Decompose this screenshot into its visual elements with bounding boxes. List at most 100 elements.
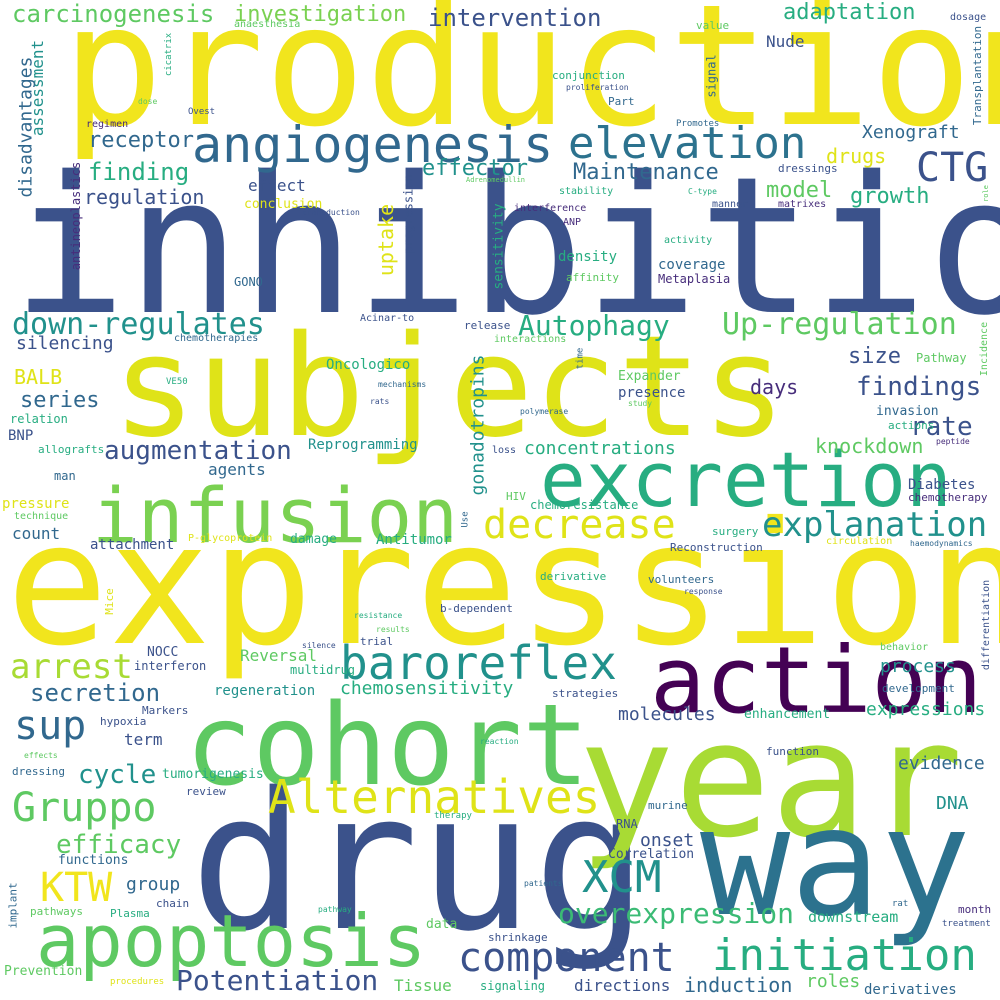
word: apoptosis [36, 899, 427, 983]
word: regimen [86, 119, 129, 130]
word: elevation [568, 118, 807, 169]
word: behavior [880, 642, 929, 653]
word: way [700, 776, 971, 950]
word: allografts [38, 443, 105, 456]
word: pathways [30, 905, 83, 918]
word: Promotes [676, 119, 720, 129]
word: interference [514, 203, 587, 214]
word: angiogenesis [192, 116, 554, 174]
word: function [766, 745, 819, 758]
word: Mice [102, 588, 116, 615]
word: functions [58, 853, 129, 868]
word: relation [10, 412, 68, 426]
word: dressing [12, 765, 65, 778]
word: efficacy [56, 830, 182, 860]
word: Maintenance [573, 160, 719, 185]
word: enhancement [744, 707, 831, 722]
word: man [54, 469, 76, 483]
word: effect [248, 176, 306, 195]
word: cicatrix [164, 32, 175, 77]
word: Incidence [979, 321, 991, 377]
word: chemosensitivity [340, 678, 514, 699]
word: coverage [658, 257, 726, 273]
word: anaesthesia [234, 19, 301, 30]
word: development [882, 682, 955, 695]
word: month [958, 903, 992, 916]
word: Metaplasia [658, 272, 731, 286]
word: study [628, 399, 653, 408]
word: GONO [234, 275, 263, 289]
word: drugs [826, 144, 887, 168]
word: roles [806, 971, 861, 992]
word: excretion [540, 435, 952, 524]
word: BNP [8, 428, 34, 444]
word: P-glycoprotein [188, 533, 273, 544]
word: Autophagy [518, 309, 670, 342]
word: tumorigenesis [162, 767, 264, 782]
word: term [124, 730, 163, 749]
word: HIV [506, 490, 526, 503]
word: surgery [712, 525, 759, 538]
word: implant [6, 882, 20, 929]
word: adaptation [783, 0, 916, 25]
word: agents [208, 460, 266, 479]
word: expression [6, 486, 1000, 684]
word: conclusion [244, 197, 323, 212]
word: interactions [494, 334, 567, 345]
word: affinity [566, 271, 619, 284]
word: onset [640, 830, 695, 851]
word: chemotherapy [908, 491, 988, 504]
word: receptor [88, 128, 194, 153]
word: peptide [936, 437, 970, 446]
word: sensitivity [491, 203, 507, 290]
word: signaling [480, 979, 546, 993]
word: cohort [185, 681, 590, 811]
word: count [12, 524, 61, 543]
word: C-type [688, 187, 717, 196]
word: component [458, 935, 675, 981]
word: Transplantation [971, 25, 985, 126]
word: matrixes [778, 199, 827, 210]
word: action [650, 627, 983, 734]
word: initiation [712, 930, 977, 981]
word: findings [856, 372, 982, 402]
word: procedures [110, 977, 165, 987]
word: effects [24, 751, 58, 760]
word: KTW [40, 865, 113, 911]
word: Expander [618, 369, 681, 384]
word: arrest [10, 647, 133, 687]
word: differentiation [981, 579, 993, 671]
word: Up-regulation [722, 307, 957, 342]
word: progression [401, 174, 416, 254]
word: overexpression [558, 897, 795, 930]
word: Nude [766, 32, 805, 51]
word: Diabetes [908, 477, 976, 493]
word: Xenograft [862, 122, 960, 143]
word: signal [704, 54, 719, 98]
word: cycle [78, 760, 157, 790]
word: Adrenomedullin [466, 176, 526, 184]
word: response [684, 587, 723, 596]
word: sup [14, 703, 87, 749]
word: Tissue [394, 976, 452, 995]
word: decrease [483, 502, 676, 548]
word: Reprogramming [308, 437, 418, 453]
word: chemoresistance [530, 498, 639, 512]
word: time [575, 347, 586, 370]
word: Prevention [4, 964, 83, 979]
word: rate [910, 412, 973, 442]
word: patients [524, 879, 563, 888]
word: presence [618, 385, 686, 401]
word: Plasma [110, 907, 150, 920]
word: trial [360, 635, 394, 648]
word: stability [559, 186, 614, 197]
word: invasion [876, 404, 939, 419]
word: evidence [898, 753, 985, 774]
word: rats [370, 397, 390, 406]
word: proliferation [566, 83, 629, 92]
word: results [376, 625, 410, 634]
word: molecules [618, 704, 716, 725]
word: volunteers [648, 573, 715, 586]
word: Gruppo [12, 785, 157, 831]
